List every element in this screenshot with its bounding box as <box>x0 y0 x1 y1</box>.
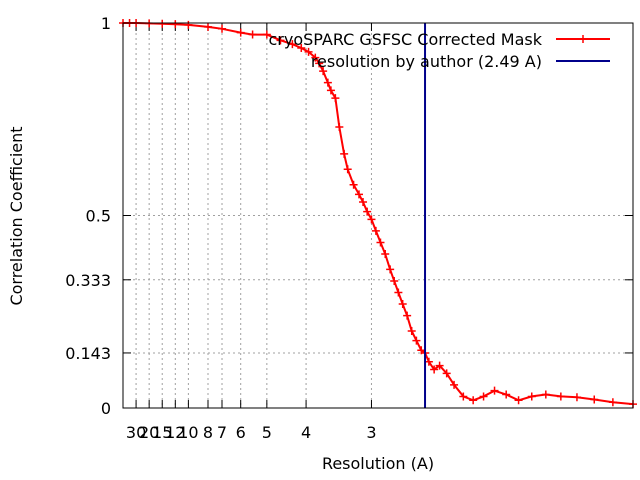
fsc-point-marker <box>335 122 344 131</box>
fsc-point-marker <box>398 300 407 309</box>
y-axis-title: Correlation Coefficient <box>7 126 26 305</box>
fsc-point-marker <box>158 19 167 28</box>
fsc-point-marker <box>608 398 617 407</box>
fsc-point-marker <box>218 24 227 33</box>
x-tick-label: 6 <box>236 423 246 442</box>
fsc-point-marker <box>331 94 340 103</box>
fsc-point-marker <box>490 386 499 395</box>
fsc-point-marker <box>248 30 257 39</box>
fsc-point-marker <box>349 180 358 189</box>
fsc-point-marker <box>171 20 180 29</box>
x-tick-label: 3 <box>366 423 376 442</box>
legend-fsc-marker <box>579 35 587 43</box>
fsc-point-marker <box>590 395 599 404</box>
y-tick-label: 0.5 <box>86 207 111 226</box>
fsc-point-marker <box>407 327 416 335</box>
x-tick-label: 4 <box>301 423 311 442</box>
legend-sample-fsc <box>556 35 610 43</box>
fsc-curve <box>123 22 634 406</box>
fsc-point-marker <box>527 392 536 401</box>
fsc-point-marker <box>502 390 511 399</box>
plot-frame <box>122 22 634 409</box>
y-tick-label: 1 <box>101 14 111 33</box>
fsc-point-marker <box>262 30 271 39</box>
fsc-point-marker <box>430 365 439 374</box>
fsc-point-marker <box>359 198 368 207</box>
fsc-point-marker <box>323 78 332 87</box>
fsc-point-marker <box>297 44 306 53</box>
fsc-point-marker <box>459 392 468 401</box>
fsc-point-marker <box>319 67 328 76</box>
fsc-point-marker <box>184 20 193 29</box>
fsc-point-marker <box>450 380 459 389</box>
fsc-point-marker <box>412 336 421 345</box>
fsc-point-marker <box>442 369 451 378</box>
fsc-point-marker <box>424 357 433 366</box>
fsc-point-marker <box>479 392 488 401</box>
fsc-point-marker <box>403 311 412 320</box>
fsc-point-marker <box>541 390 550 399</box>
fsc-point-marker <box>315 59 324 68</box>
x-tick-label: 10 <box>178 423 198 442</box>
fsc-point-marker <box>363 207 372 216</box>
y-tick-label: 0 <box>101 399 111 418</box>
x-tick-label: 15 <box>152 423 172 442</box>
legend-label-fsc: cryoSPARC GSFSC Corrected Mask <box>268 30 542 49</box>
fsc-point-marker <box>435 361 444 370</box>
legend: cryoSPARC GSFSC Corrected Mask resolutio… <box>268 30 610 71</box>
fsc-point-marker <box>556 392 565 401</box>
fsc-point-marker <box>367 215 376 224</box>
fsc-point-marker <box>376 238 385 247</box>
y-tick-label: 0.143 <box>65 344 111 363</box>
fsc-point-marker <box>572 393 581 402</box>
fsc-point-marker <box>394 288 403 297</box>
fsc-point-marker <box>276 36 285 45</box>
x-tick-label: 8 <box>203 423 213 442</box>
fsc-point-marker <box>311 53 320 62</box>
fsc-point-marker <box>304 47 313 56</box>
y-axis-ticks: 0 0.143 0.333 0.5 1 <box>65 14 633 418</box>
fsc-point-marker <box>390 276 399 285</box>
legend-label-author: resolution by author (2.49 A) <box>311 52 542 71</box>
fsc-point-marker <box>343 165 352 174</box>
y-tick-label: 0.333 <box>65 271 111 290</box>
series-layer <box>119 19 637 409</box>
fsc-point-marker <box>355 190 364 199</box>
x-axis-title: Resolution (A) <box>322 454 434 473</box>
fsc-point-marker <box>514 396 523 405</box>
grid-layer <box>123 23 633 408</box>
fsc-point-marker <box>236 28 245 37</box>
fsc-point-marker <box>288 40 297 49</box>
fsc-point-marker <box>204 22 212 31</box>
x-tick-label: 12 <box>165 423 185 442</box>
x-tick-label: 5 <box>262 423 272 442</box>
fsc-point-marker <box>469 396 478 405</box>
fsc-point-marker <box>386 265 395 274</box>
fsc-point-marker <box>381 250 390 258</box>
fsc-point-marker <box>340 149 349 158</box>
x-tick-label: 20 <box>139 423 159 442</box>
fsc-point-marker <box>371 226 380 235</box>
fsc-point-marker <box>326 86 335 95</box>
x-tick-label: 7 <box>217 423 227 442</box>
x-tick-label: 30 <box>126 423 146 442</box>
